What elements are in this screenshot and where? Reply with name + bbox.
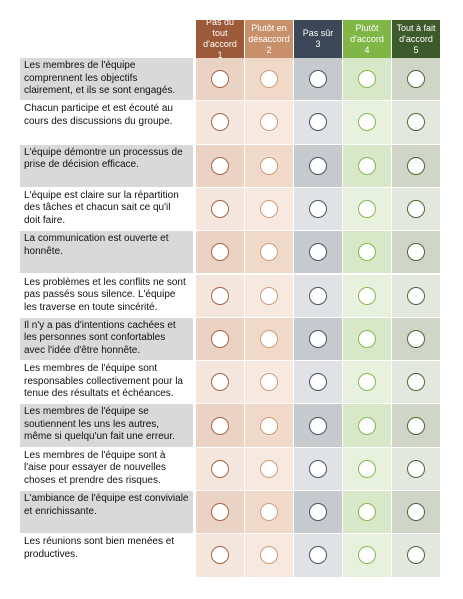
radio-button[interactable] — [358, 156, 376, 175]
radio-button[interactable] — [211, 416, 229, 435]
radio-button[interactable] — [260, 459, 278, 478]
question: La communication est ouverte et honnête. — [20, 231, 193, 274]
radio-button[interactable] — [407, 286, 425, 305]
radio-button[interactable] — [309, 459, 327, 478]
radio-button[interactable] — [211, 113, 229, 132]
radio-button[interactable] — [211, 546, 229, 565]
question: Les réunions sont bien menées et product… — [20, 534, 193, 577]
radio-button[interactable] — [358, 503, 376, 522]
radio-button[interactable] — [211, 459, 229, 478]
radio-button[interactable] — [358, 459, 376, 478]
radio-button[interactable] — [260, 200, 278, 219]
radio-button[interactable] — [211, 329, 229, 348]
radio-button[interactable] — [407, 546, 425, 565]
radio-button[interactable] — [309, 200, 327, 219]
radio-button[interactable] — [211, 156, 229, 175]
radio-button[interactable] — [309, 243, 327, 262]
radio-button[interactable] — [211, 200, 229, 219]
radio-button[interactable] — [407, 243, 425, 262]
radio-button[interactable] — [407, 156, 425, 175]
radio-button[interactable] — [407, 70, 425, 89]
column-number: 2 — [266, 44, 272, 55]
radio-button[interactable] — [309, 329, 327, 348]
radio-button[interactable] — [309, 546, 327, 565]
radio-button[interactable] — [260, 416, 278, 435]
radio-button[interactable] — [358, 329, 376, 348]
question: Les problèmes et les conflits ne sont pa… — [20, 274, 193, 317]
radio-button[interactable] — [358, 286, 376, 305]
column-header: Tout à fait d'accord 5 — [392, 20, 440, 58]
radio-button[interactable] — [260, 243, 278, 262]
radio-button[interactable] — [407, 200, 425, 219]
question: Chacun participe et est écouté au cours … — [20, 101, 193, 144]
radio-button[interactable] — [309, 113, 327, 132]
radio-button[interactable] — [407, 459, 425, 478]
radio-button[interactable] — [260, 329, 278, 348]
radio-button[interactable] — [358, 243, 376, 262]
radio-button[interactable] — [309, 416, 327, 435]
column-label: Plutôt d'accord — [350, 22, 384, 44]
column-number: 3 — [315, 39, 321, 49]
column-number: 5 — [413, 44, 419, 55]
radio-button[interactable] — [407, 113, 425, 132]
radio-button[interactable] — [407, 329, 425, 348]
question: L'équipe démontre un processus de prise … — [20, 144, 193, 187]
radio-button[interactable] — [309, 156, 327, 175]
radio-button[interactable] — [358, 113, 376, 132]
question: Les membres de l'équipe comprennent les … — [20, 58, 193, 101]
radio-button[interactable] — [309, 503, 327, 522]
radio-button[interactable] — [407, 416, 425, 435]
radio-button[interactable] — [260, 113, 278, 132]
question: Les membres de l'équipe sont à l'aise po… — [20, 447, 193, 490]
radio-button[interactable] — [309, 286, 327, 305]
question: Les membres de l'équipe se soutiennent l… — [20, 404, 193, 447]
radio-button[interactable] — [260, 156, 278, 175]
column-number: 1 — [217, 50, 223, 60]
radio-button[interactable] — [260, 373, 278, 392]
question: L'ambiance de l'équipe est conviviale et… — [20, 491, 193, 534]
radio-button[interactable] — [211, 243, 229, 262]
column-label: Pas du tout d'accord — [203, 17, 237, 49]
column-label: Pas sûr — [302, 28, 334, 38]
radio-button[interactable] — [309, 70, 327, 89]
radio-button[interactable] — [358, 416, 376, 435]
radio-button[interactable] — [260, 503, 278, 522]
column-header: Plutôt en désaccord 2 — [245, 20, 293, 58]
radio-button[interactable] — [407, 503, 425, 522]
radio-button[interactable] — [309, 373, 327, 392]
radio-button[interactable] — [211, 503, 229, 522]
radio-button[interactable] — [260, 70, 278, 89]
column-label: Tout à fait d'accord — [396, 22, 436, 44]
question: Il n'y a pas d'intentions cachées et les… — [20, 317, 193, 361]
radio-button[interactable] — [260, 546, 278, 565]
radio-button[interactable] — [358, 546, 376, 565]
column-header: Pas du tout d'accord 1 — [196, 17, 244, 60]
column-header: Pas sûr 3 — [294, 20, 342, 58]
radio-button[interactable] — [358, 70, 376, 89]
radio-button[interactable] — [407, 373, 425, 392]
radio-button[interactable] — [211, 70, 229, 89]
radio-button[interactable] — [211, 286, 229, 305]
radio-button[interactable] — [211, 373, 229, 392]
radio-button[interactable] — [358, 200, 376, 219]
column-header: Plutôt d'accord 4 — [343, 20, 391, 58]
column-label: Plutôt en désaccord — [248, 22, 290, 44]
question: L'équipe est claire sur la répartition d… — [20, 187, 193, 231]
column-number: 4 — [364, 44, 370, 55]
question: Les membres de l'équipe sont responsable… — [20, 361, 193, 404]
radio-button[interactable] — [358, 373, 376, 392]
radio-button[interactable] — [260, 286, 278, 305]
